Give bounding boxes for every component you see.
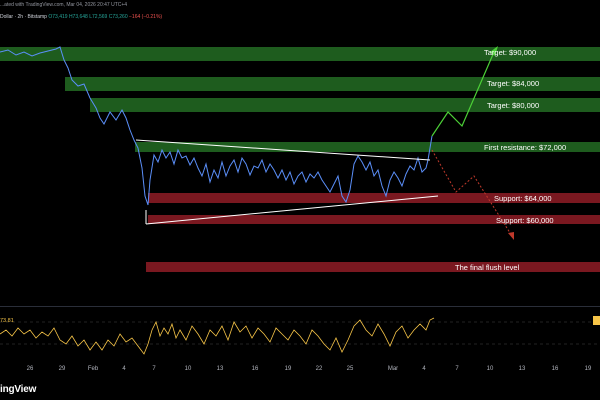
- first-resistance-zone[interactable]: [135, 142, 600, 152]
- x-tick: 29: [58, 366, 66, 372]
- x-tick: 10: [486, 366, 494, 372]
- x-tick: Mar: [387, 366, 399, 372]
- pane-separator[interactable]: [0, 306, 600, 307]
- bullish-arrowhead: [490, 46, 498, 56]
- flush-zone[interactable]: [146, 262, 600, 272]
- x-tick: 13: [216, 366, 224, 372]
- x-tick: 16: [251, 366, 259, 372]
- x-tick: 19: [584, 366, 592, 372]
- target-84000-zone[interactable]: [65, 77, 600, 91]
- zone-label-resistance: First resistance: $72,000: [484, 143, 567, 152]
- x-tick: 7: [455, 366, 459, 372]
- zone-label-target-84000: Target: $84,000: [487, 79, 540, 88]
- upper-trendline: [135, 139, 431, 161]
- x-tick: 26: [26, 366, 34, 372]
- x-tick: 7: [152, 366, 156, 372]
- bearish-arrowhead: [508, 232, 514, 240]
- x-tick: 10: [184, 366, 192, 372]
- zone-label-target-80000: Target: $80,000: [487, 101, 540, 110]
- symbol-legend: Dollar · 2h · Bitstamp O73,419 H73,648 L…: [0, 14, 162, 20]
- x-tick: 19: [284, 366, 292, 372]
- tradingview-logo[interactable]: ingView: [0, 384, 37, 395]
- target-90000-zone[interactable]: [0, 47, 600, 61]
- zone-label-support-64000: Support: $64,000: [494, 194, 552, 203]
- rsi-value: 73.81: [0, 318, 14, 324]
- ohlc-low: L72,569: [89, 14, 108, 20]
- ohlc-open: O73,419: [48, 14, 68, 20]
- x-tick: 4: [422, 366, 426, 372]
- published-note: ...ated with TradingView.com, Mar 04, 20…: [0, 2, 128, 8]
- price-series: [0, 46, 433, 206]
- bullish-projection: [431, 51, 495, 137]
- x-tick: 13: [518, 366, 526, 372]
- x-tick: Feb: [87, 366, 99, 372]
- x-tick: 4: [122, 366, 126, 372]
- ohlc-close: C73,260: [108, 14, 128, 20]
- x-tick: 25: [346, 366, 354, 372]
- bearish-projection: [431, 149, 513, 237]
- price-change: −164 (−0.21%): [129, 14, 163, 20]
- rsi-price-tag: [593, 316, 600, 325]
- support-64000-zone[interactable]: [148, 193, 600, 203]
- support-60000-zone[interactable]: [148, 215, 600, 224]
- x-tick: 16: [551, 366, 559, 372]
- zone-label-support-60000: Support: $60,000: [496, 216, 554, 225]
- symbol-name: Dollar · 2h · Bitstamp: [0, 14, 47, 20]
- zone-label-target-90000: Target: $90,000: [484, 48, 537, 57]
- zone-label-flush: The final flush level: [455, 263, 520, 272]
- rsi-line: [0, 317, 435, 355]
- ohlc-high: H73,648: [68, 14, 88, 20]
- x-tick: 22: [315, 366, 323, 372]
- lower-trendline: [145, 195, 439, 225]
